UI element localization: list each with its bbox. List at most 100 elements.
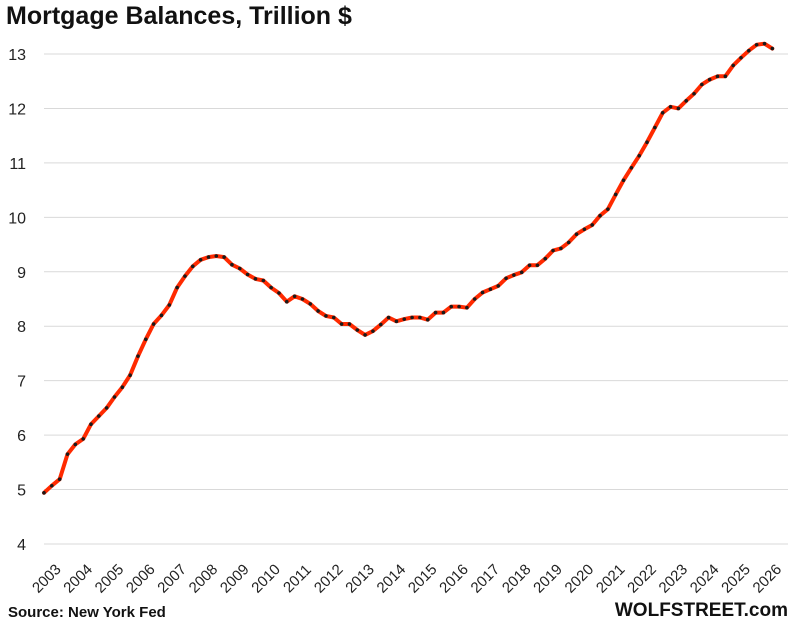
data-point: [606, 207, 610, 211]
data-point: [331, 315, 336, 320]
x-tick-label: 2009: [217, 561, 253, 597]
x-tick-label: 2016: [436, 561, 472, 597]
data-point: [653, 125, 657, 130]
data-point: [629, 165, 634, 170]
data-point: [230, 262, 234, 267]
data-point: [355, 328, 360, 332]
data-point: [684, 99, 688, 103]
data-point: [731, 63, 735, 68]
data-point: [144, 337, 148, 342]
y-tick-label: 12: [8, 101, 26, 118]
data-point: [50, 483, 54, 488]
x-tick-label: 2015: [405, 561, 441, 597]
data-point: [339, 322, 344, 326]
y-tick-label: 11: [9, 156, 26, 173]
data-point: [504, 276, 508, 281]
data-point: [707, 77, 712, 82]
y-tick-label: 5: [17, 483, 26, 500]
data-point: [457, 304, 461, 309]
data-point: [175, 285, 179, 290]
data-point: [676, 106, 681, 111]
data-point: [645, 140, 649, 144]
y-axis-tick-labels: 4 5 6 7 8 9 10 11 12 13: [8, 47, 26, 554]
source-note: Source: New York Fed: [8, 604, 166, 621]
chart-title: Mortgage Balances, Trillion $: [6, 2, 352, 30]
data-point: [120, 385, 125, 390]
data-point: [73, 442, 78, 447]
gridlines: [44, 53, 788, 545]
y-tick-label: 6: [17, 428, 26, 445]
data-point: [300, 297, 305, 301]
x-tick-label: 2024: [687, 561, 723, 597]
data-point: [613, 192, 618, 197]
data-point: [723, 74, 728, 79]
data-point: [371, 329, 375, 333]
data-point: [598, 213, 602, 218]
data-point: [754, 42, 759, 47]
data-point: [566, 240, 571, 245]
data-point: [465, 305, 469, 310]
data-point: [159, 313, 164, 318]
data-point: [770, 46, 775, 51]
x-tick-label: 2005: [92, 561, 128, 597]
data-point: [472, 297, 477, 301]
data-point: [480, 290, 485, 295]
x-tick-label: 2022: [624, 561, 660, 597]
data-point: [128, 373, 132, 378]
x-tick-label: 2026: [750, 561, 786, 597]
data-point: [519, 270, 524, 275]
data-point: [668, 105, 673, 109]
x-tick-label: 2025: [718, 561, 754, 597]
x-tick-label: 2019: [530, 561, 566, 597]
data-point: [237, 266, 242, 271]
series-line: [42, 41, 775, 495]
series-markers: [42, 41, 775, 495]
x-tick-label: 2007: [154, 561, 190, 597]
data-point: [425, 317, 430, 322]
data-point: [214, 254, 219, 258]
x-tick-label: 2014: [374, 561, 410, 597]
data-point: [660, 111, 665, 115]
data-point: [582, 227, 587, 232]
data-point: [324, 314, 328, 318]
data-point: [198, 258, 203, 262]
data-point: [245, 272, 250, 277]
x-tick-label: 2023: [656, 561, 692, 597]
data-point: [222, 255, 226, 259]
data-point: [261, 278, 266, 283]
data-point: [269, 285, 273, 290]
data-point: [590, 223, 595, 227]
data-point: [527, 263, 532, 268]
data-point: [692, 91, 696, 96]
data-point: [183, 274, 187, 278]
data-point: [136, 354, 140, 358]
x-tick-label: 2003: [29, 561, 65, 597]
data-point: [394, 319, 399, 324]
data-point: [535, 263, 540, 268]
data-point: [739, 56, 743, 60]
data-point: [151, 322, 156, 326]
data-point: [621, 178, 626, 183]
data-point: [715, 74, 720, 79]
data-point: [89, 422, 93, 427]
data-point: [57, 477, 62, 482]
data-point: [418, 315, 422, 320]
data-point: [700, 82, 704, 87]
x-tick-label: 2017: [468, 561, 504, 597]
data-point: [496, 284, 501, 288]
data-point: [762, 41, 767, 46]
data-point: [512, 273, 516, 277]
data-point: [104, 406, 109, 410]
data-point: [206, 255, 211, 259]
y-tick-label: 13: [8, 47, 26, 64]
data-point: [363, 333, 367, 337]
data-point: [292, 294, 297, 299]
x-tick-label: 2021: [593, 561, 629, 597]
x-tick-label: 2008: [186, 561, 222, 597]
y-tick-label: 9: [17, 265, 26, 282]
data-point: [402, 317, 407, 321]
data-point: [167, 303, 172, 307]
x-tick-label: 2020: [562, 561, 598, 597]
data-point: [637, 154, 641, 158]
